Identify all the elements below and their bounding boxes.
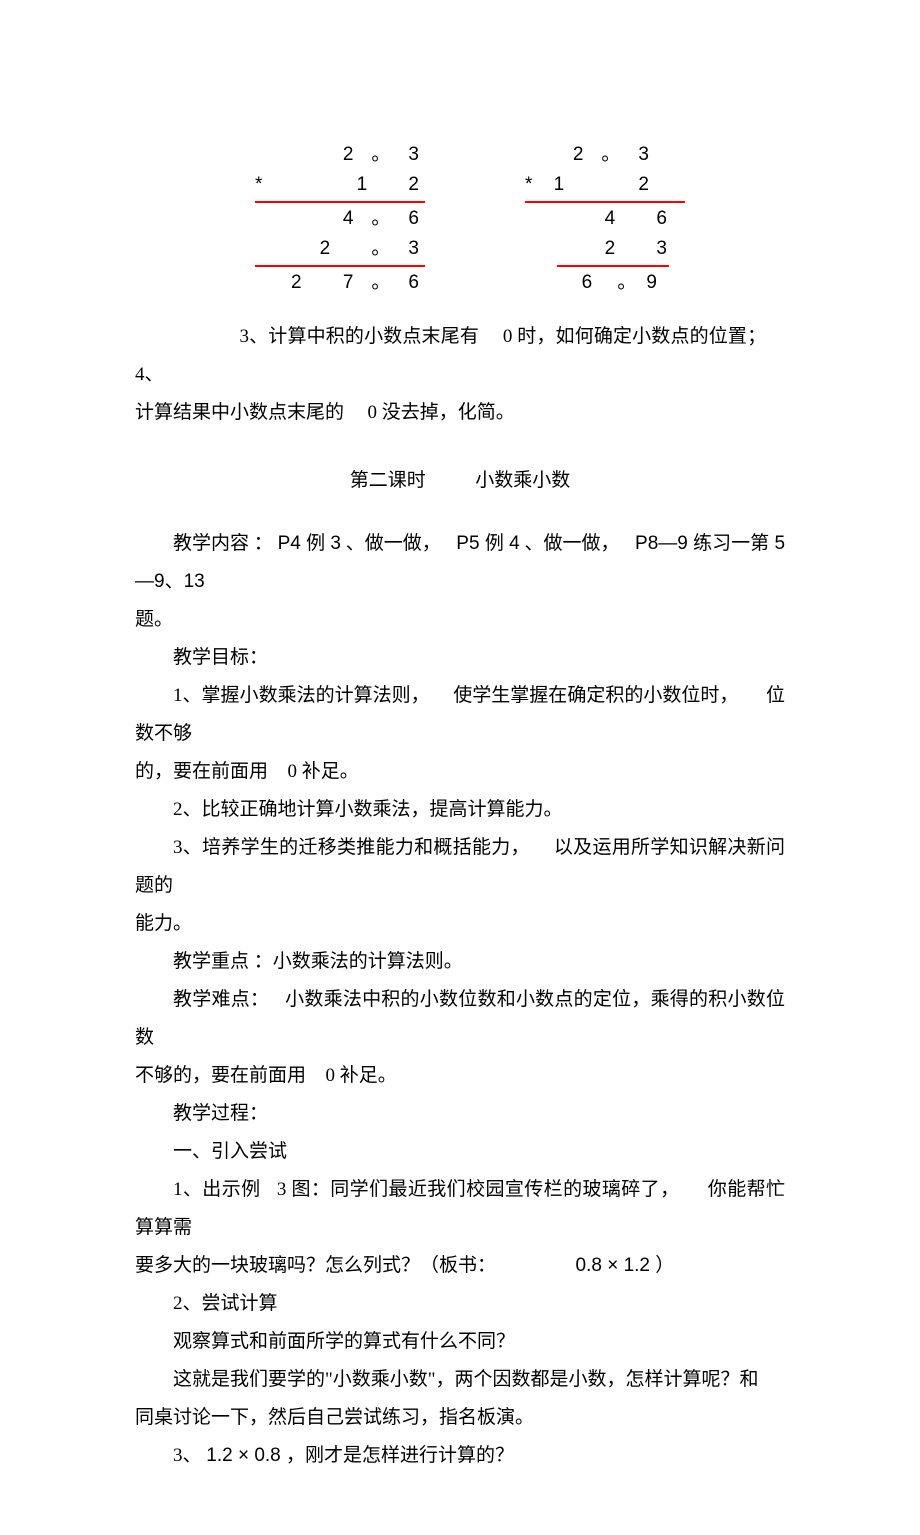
- math-calculations: 2。3 * 1 2 4。6 2 。3 2 7。6 2。3: [135, 140, 785, 298]
- para-22a: 3、: [173, 1445, 202, 1466]
- para-6b: 使学生掌握在确定积的小数位时，: [453, 685, 738, 706]
- math-right-row5: 6 。9: [525, 268, 685, 298]
- para-3e: 、做一做，: [524, 533, 619, 554]
- para-1c: 4、: [135, 364, 164, 385]
- para-9a: 3、培养学生的迁移类推能力和概括能力，: [173, 837, 530, 858]
- lesson-title: 第二课时 小数乘小数: [135, 462, 785, 500]
- para-17: 要多大的一块玻璃吗？怎么列式？（板书： 0.8 × 1.2 ）: [135, 1247, 785, 1285]
- para-22: 3、 1.2 × 0.8 ，刚才是怎样进行计算的？: [135, 1437, 785, 1475]
- para-1: 3、计算中积的小数点末尾有 0 时，如何确定小数点的位置； 4、: [135, 318, 785, 394]
- para-16: 1、出示例 3 图：同学们最近我们校园宣传栏的玻璃碎了， 你能帮忙算算需: [135, 1171, 785, 1247]
- math-left-row5: 2 7。6: [255, 268, 455, 298]
- para-13: 不够的，要在前面用 0 补足。: [135, 1057, 785, 1095]
- document-page: 2。3 * 1 2 4。6 2 。3 2 7。6 2。3: [0, 0, 920, 1535]
- math-left-row2: * 1 2: [255, 170, 455, 200]
- para-20: 这就是我们要学的"小数乘小数"，两个因数都是小数，怎样计算呢？和: [135, 1361, 785, 1399]
- para-21: 同桌讨论一下，然后自己尝试练习，指名板演。: [135, 1399, 785, 1437]
- para-7: 的，要在前面用 0 补足。: [135, 753, 785, 791]
- para-16a: 1、出示例: [173, 1179, 261, 1200]
- para-1b: 0 时，如何确定小数点的位置；: [503, 326, 766, 347]
- para-22b: 1.2 × 0.8: [206, 1445, 286, 1466]
- para-8: 2、比较正确地计算小数乘法，提高计算能力。: [135, 791, 785, 829]
- para-3a: 教学内容 ：: [173, 533, 273, 554]
- para-12: 教学难点： 小数乘法中积的小数位数和小数点的定位，乘得的积小数位数: [135, 981, 785, 1057]
- para-2: 计算结果中小数点末尾的 0 没去掉，化简。: [135, 394, 785, 432]
- para-2a: 计算结果中小数点末尾的: [135, 402, 344, 423]
- para-7b: 0 补足。: [288, 761, 359, 782]
- para-3: 教学内容 ： P4 例 3 、做一做， P5 例 4 、做一做， P8—9 练习…: [135, 525, 785, 601]
- para-3d: P5 例 4: [456, 533, 519, 554]
- para-11: 教学重点 ：小数乘法的计算法则。: [135, 943, 785, 981]
- para-14: 教学过程：: [135, 1095, 785, 1133]
- para-4: 题。: [135, 601, 785, 639]
- para-16b: 3 图：同学们最近我们校园宣传栏的玻璃碎了，: [277, 1179, 680, 1200]
- para-15: 一、引入尝试: [135, 1133, 785, 1171]
- para-2b: 0 没去掉，化简。: [368, 402, 515, 423]
- para-7a: 的，要在前面用: [135, 761, 268, 782]
- math-left-row4: 2 。3: [255, 234, 455, 264]
- math-right-column: 2。3 * 1 2 4 6 2 3 6 。9: [525, 140, 685, 298]
- para-17b: 0.8 × 1.2 ）: [576, 1255, 675, 1276]
- para-1a: 3、计算中积的小数点末尾有: [240, 326, 480, 347]
- para-17a: 要多大的一块玻璃吗？怎么列式？（板书：: [135, 1255, 496, 1276]
- para-19: 观察算式和前面所学的算式有什么不同？: [135, 1323, 785, 1361]
- para-22c: ，刚才是怎样进行计算的？: [286, 1445, 514, 1466]
- title-b: 小数乘小数: [475, 470, 570, 491]
- para-3b: P4 例 3: [278, 533, 341, 554]
- para-18: 2、尝试计算: [135, 1285, 785, 1323]
- para-6: 1、掌握小数乘法的计算法则， 使学生掌握在确定积的小数位时， 位数不够: [135, 677, 785, 753]
- para-10: 能力。: [135, 905, 785, 943]
- math-right-row2: * 1 2: [525, 170, 685, 200]
- para-13a: 不够的，要在前面用: [135, 1065, 306, 1086]
- para-6a: 1、掌握小数乘法的计算法则，: [173, 685, 430, 706]
- title-a: 第二课时: [350, 470, 426, 491]
- para-3c: 、做一做，: [346, 533, 441, 554]
- para-13b: 0 补足。: [326, 1065, 397, 1086]
- para-5: 教学目标：: [135, 639, 785, 677]
- para-9: 3、培养学生的迁移类推能力和概括能力， 以及运用所学知识解决新问题的: [135, 829, 785, 905]
- para-12a: 教学难点：: [173, 989, 269, 1010]
- math-right-row4: 2 3: [525, 234, 685, 264]
- math-left-column: 2。3 * 1 2 4。6 2 。3 2 7。6: [255, 140, 455, 298]
